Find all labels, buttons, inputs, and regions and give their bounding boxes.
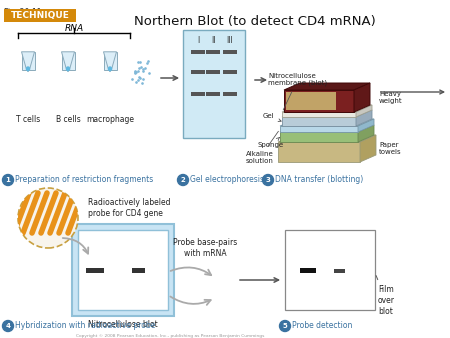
Polygon shape [280,132,358,142]
FancyBboxPatch shape [78,230,168,310]
Text: 2: 2 [180,177,185,183]
Polygon shape [356,105,372,117]
Polygon shape [278,142,360,162]
FancyBboxPatch shape [183,30,245,138]
Text: Probe base-pairs
with mRNA: Probe base-pairs with mRNA [173,238,237,258]
Polygon shape [282,110,372,117]
Ellipse shape [26,66,30,71]
Polygon shape [280,125,374,132]
Text: Northern Blot (to detect CD4 mRNA): Northern Blot (to detect CD4 mRNA) [134,15,376,28]
Polygon shape [356,110,372,126]
FancyBboxPatch shape [22,52,35,70]
Text: RNA: RNA [64,24,84,33]
FancyBboxPatch shape [206,70,220,73]
Text: Heavy
weight: Heavy weight [379,91,403,104]
Text: Radioactively labeled
probe for CD4 gene: Radioactively labeled probe for CD4 gene [88,198,171,218]
Polygon shape [280,126,358,132]
Text: Paper
towels: Paper towels [379,143,401,155]
Polygon shape [358,125,374,142]
Circle shape [18,188,78,248]
Text: T cells: T cells [16,115,40,124]
FancyBboxPatch shape [286,92,336,110]
Text: TECHNIQUE: TECHNIQUE [10,11,69,20]
Text: Nitrocellulose blot: Nitrocellulose blot [88,320,158,329]
Polygon shape [284,83,370,90]
FancyBboxPatch shape [206,49,220,53]
Polygon shape [360,135,376,162]
Polygon shape [280,119,374,126]
Circle shape [262,174,274,186]
Text: Alkaline
solution: Alkaline solution [246,131,279,164]
Polygon shape [282,105,372,112]
Text: 4: 4 [5,323,10,329]
Text: Copyright © 2008 Pearson Education, Inc., publishing as Pearson Benjamin Cumming: Copyright © 2008 Pearson Education, Inc.… [76,334,264,338]
FancyBboxPatch shape [104,52,117,70]
Text: I: I [197,36,199,45]
Circle shape [279,320,291,332]
Polygon shape [22,52,35,72]
Polygon shape [282,117,356,126]
Ellipse shape [66,66,70,71]
FancyBboxPatch shape [334,269,345,273]
Text: Sponge: Sponge [258,137,284,148]
FancyBboxPatch shape [86,268,104,273]
Text: Gel electrophoresis: Gel electrophoresis [190,175,264,185]
FancyBboxPatch shape [4,9,76,22]
Text: Probe detection: Probe detection [292,321,352,331]
Polygon shape [354,83,370,112]
FancyArrowPatch shape [63,238,88,254]
Text: Fig. 20-11: Fig. 20-11 [4,8,41,17]
Text: II: II [211,36,215,45]
Polygon shape [278,135,376,142]
FancyBboxPatch shape [286,92,336,110]
Text: 5: 5 [283,323,288,329]
Circle shape [3,174,14,186]
FancyBboxPatch shape [223,49,237,53]
Text: Nitrocellulose
membrane (blot): Nitrocellulose membrane (blot) [268,73,327,110]
Text: Hybridization with radioactive probe: Hybridization with radioactive probe [15,321,155,331]
FancyBboxPatch shape [223,92,237,96]
Polygon shape [284,90,354,112]
FancyBboxPatch shape [300,268,316,273]
FancyBboxPatch shape [72,224,174,316]
Text: macrophage: macrophage [86,115,134,124]
FancyBboxPatch shape [206,92,220,96]
Text: Film
over
blot: Film over blot [376,275,395,316]
Text: B cells: B cells [56,115,81,124]
Text: Preparation of restriction fragments: Preparation of restriction fragments [15,175,153,185]
Text: 3: 3 [266,177,270,183]
FancyArrowPatch shape [170,296,211,305]
Text: 1: 1 [5,177,10,183]
FancyArrowPatch shape [171,267,211,275]
FancyBboxPatch shape [132,268,145,273]
Circle shape [177,174,189,186]
FancyBboxPatch shape [191,70,205,73]
Circle shape [3,320,14,332]
Polygon shape [62,52,75,72]
FancyBboxPatch shape [191,49,205,53]
FancyBboxPatch shape [223,70,237,73]
Polygon shape [358,119,374,132]
Ellipse shape [108,66,112,71]
Text: Gel: Gel [263,114,281,121]
Text: III: III [227,36,234,45]
FancyBboxPatch shape [62,52,75,70]
Text: DNA transfer (blotting): DNA transfer (blotting) [275,175,363,185]
FancyBboxPatch shape [285,230,375,310]
Polygon shape [104,52,117,72]
FancyBboxPatch shape [191,92,205,96]
Polygon shape [282,112,356,117]
